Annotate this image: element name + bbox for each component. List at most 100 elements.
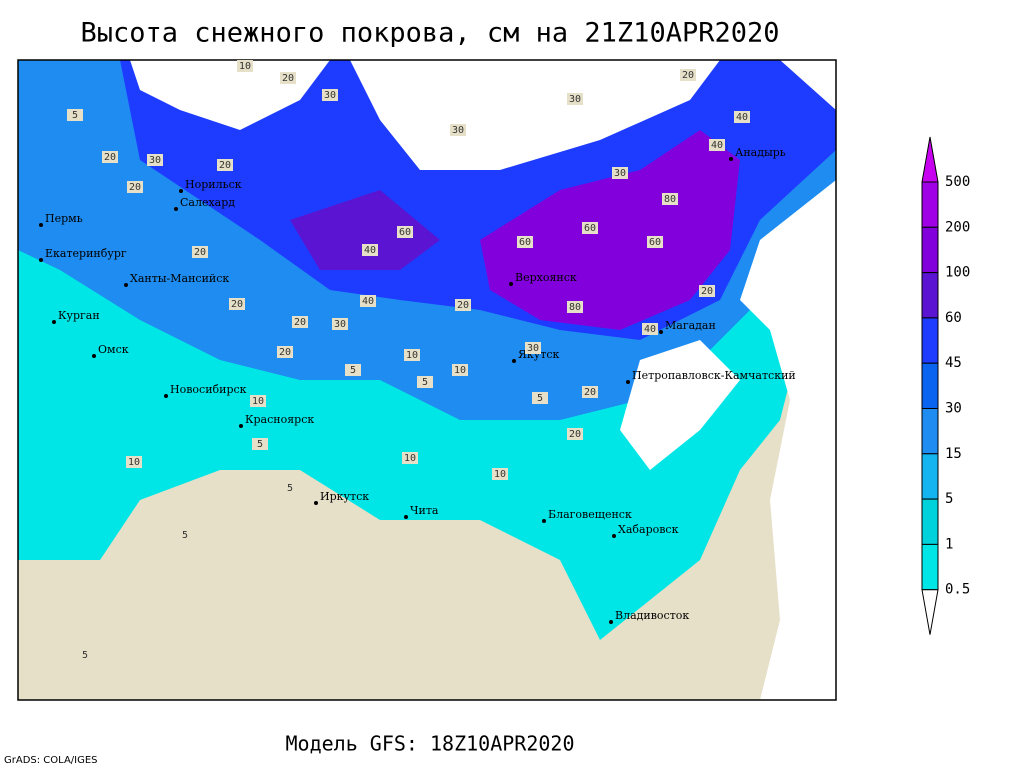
contour-label-bg (192, 246, 208, 258)
contour-label-bg (147, 154, 163, 166)
city-dot (612, 534, 616, 538)
contour-label-bg (322, 89, 338, 101)
city-label: Верхоянск (515, 271, 577, 284)
contour-label: 80 (569, 302, 581, 313)
snow-very-deep (480, 130, 740, 330)
contour-label: 30 (614, 168, 626, 179)
contour-label: 60 (649, 237, 661, 248)
contour-label: 5 (257, 439, 263, 450)
contour-label-bg (67, 109, 83, 121)
city-dot (659, 330, 663, 334)
contour-label: 40 (711, 140, 723, 151)
contour-label: 5 (537, 393, 543, 404)
arctic-sea (130, 60, 836, 170)
legend-swatch (921, 543, 939, 591)
contour-label-bg (492, 468, 508, 480)
contour-label: 30 (527, 343, 539, 354)
contour-label: 60 (399, 227, 411, 238)
contour-label: 40 (364, 245, 376, 256)
contour-label: 20 (282, 73, 294, 84)
contour-label-bg (567, 301, 583, 313)
city-label: Чита (410, 504, 439, 517)
contour-label: 60 (519, 237, 531, 248)
city-dot (512, 359, 516, 363)
city-label: Омск (98, 343, 129, 356)
contour-label: 30 (569, 94, 581, 105)
contour-label-bg (582, 222, 598, 234)
contour-label: 20 (219, 160, 231, 171)
contour-label-bg (699, 285, 715, 297)
legend-label: 100 (945, 265, 970, 281)
legend-label: 1 (945, 536, 953, 552)
city-label: Курган (58, 309, 100, 322)
contour-label-bg (517, 236, 533, 248)
legend-swatch (921, 408, 939, 455)
contour-label-bg (277, 346, 293, 358)
city-dot (542, 519, 546, 523)
contour-label: 10 (404, 453, 416, 464)
contour-label: 5 (287, 483, 293, 494)
contour-label-bg (126, 456, 142, 468)
contour-label: 40 (362, 296, 374, 307)
city-dot (39, 223, 43, 227)
contour-label: 5 (182, 530, 188, 541)
city-dot (124, 283, 128, 287)
legend-swatch (921, 317, 939, 364)
contour-label-bg (345, 364, 361, 376)
contour-label-bg (532, 392, 548, 404)
contour-label-bg (77, 649, 93, 661)
contour-label-bg (647, 236, 663, 248)
legend-label: 15 (945, 446, 962, 462)
contour-label: 10 (406, 350, 418, 361)
contour-label-bg (282, 482, 298, 494)
legend-cap-top (921, 136, 939, 183)
contour-label-bg (734, 111, 750, 123)
contour-label: 40 (736, 112, 748, 123)
contour-label: 30 (334, 319, 346, 330)
labels: Норильск Салехард Пермь ЕкатеринбургХанты-М… (39, 60, 796, 661)
contour-label-bg (525, 342, 541, 354)
contour-label-bg (567, 93, 583, 105)
city-dot (729, 157, 733, 161)
contour-label: 20 (701, 286, 713, 297)
city-dot (174, 207, 178, 211)
contour-label-bg (127, 181, 143, 193)
contour-label: 30 (452, 125, 464, 136)
contour-label: 20 (129, 182, 141, 193)
map-frame (17, 59, 837, 701)
contour-label-bg (452, 364, 468, 376)
city-label: Новосибирск (170, 383, 247, 396)
contour-label-bg (680, 69, 696, 81)
snow-deep-2 (290, 190, 440, 270)
contour-label-bg (360, 295, 376, 307)
legend-label: 500 (945, 174, 970, 190)
contour-label: 20 (294, 317, 306, 328)
city-dot (609, 620, 613, 624)
city-label: Салехард (180, 196, 235, 209)
contour-label-bg (662, 193, 678, 205)
legend: 500 200 100 60 45 30 15 5 1 0.5 (921, 136, 970, 635)
contour-label-bg (292, 316, 308, 328)
credit: GrADS: COLA/IGES (4, 755, 98, 766)
contour-label: 10 (252, 396, 264, 407)
contour-label-bg (709, 139, 725, 151)
legend-label: 60 (945, 310, 962, 326)
contour-label: 60 (584, 223, 596, 234)
legend-label: 200 (945, 219, 970, 235)
contour-label: 40 (644, 324, 656, 335)
contour-label-bg (252, 438, 268, 450)
contour-label: 80 (664, 194, 676, 205)
city-dot (314, 501, 318, 505)
contour-label-bg (362, 244, 378, 256)
contour-label-bg (567, 428, 583, 440)
contour-label-bg (455, 299, 471, 311)
map (17, 59, 837, 701)
contour-label: 20 (231, 299, 243, 310)
city-dot (164, 394, 168, 398)
contour-label: 20 (104, 152, 116, 163)
contour-label: 20 (584, 387, 596, 398)
contour-label: 20 (457, 300, 469, 311)
city-dot (92, 354, 96, 358)
city-dot (239, 424, 243, 428)
